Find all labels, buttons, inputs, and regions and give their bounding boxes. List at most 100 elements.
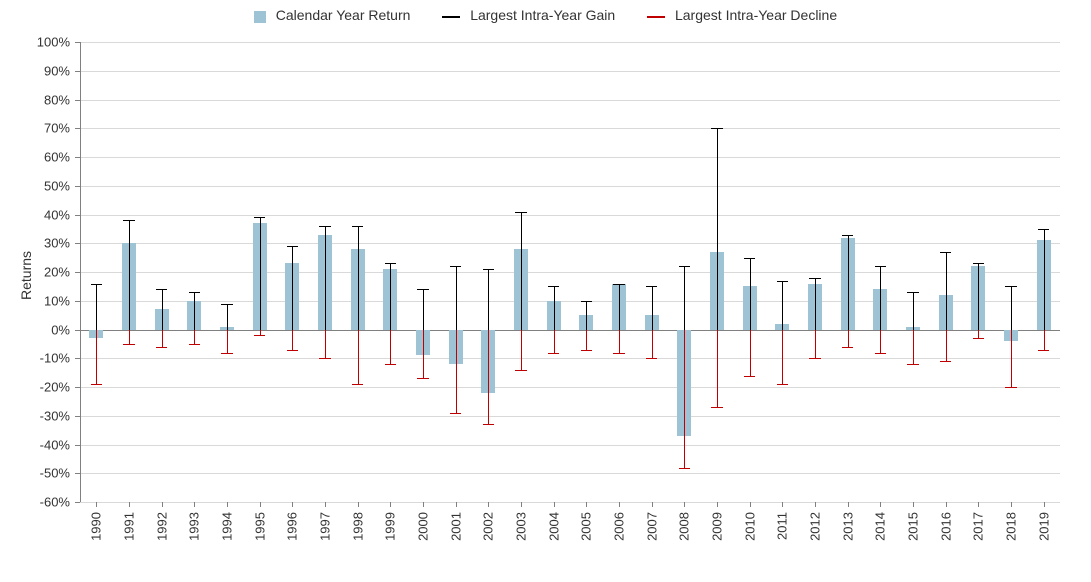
gridline (80, 128, 1060, 129)
x-tick-label: 2004 (546, 512, 561, 541)
gridline (80, 473, 1060, 474)
decline-cap (319, 358, 330, 359)
gain-cap (254, 217, 265, 218)
x-tick-label: 2007 (644, 512, 659, 541)
x-tick (717, 502, 718, 507)
decline-cap (254, 335, 265, 336)
x-tick (782, 502, 783, 507)
decline-cap (417, 378, 428, 379)
x-tick-label: 2008 (677, 512, 692, 541)
returns-chart: Calendar Year Return Largest Intra-Year … (0, 0, 1091, 582)
gain-stem (194, 292, 195, 329)
gain-cap (613, 284, 624, 285)
gain-stem (1011, 286, 1012, 329)
y-tick-label: -40% (25, 437, 70, 452)
x-tick (750, 502, 751, 507)
x-tick (390, 502, 391, 507)
gridline (80, 71, 1060, 72)
gain-cap (287, 246, 298, 247)
gridline (80, 416, 1060, 417)
x-tick (456, 502, 457, 507)
y-tick-label: 80% (25, 92, 70, 107)
x-tick (162, 502, 163, 507)
decline-stem (1044, 330, 1045, 350)
y-tick-label: -10% (25, 351, 70, 366)
x-tick (978, 502, 979, 507)
legend-item-gain: Largest Intra-Year Gain (442, 7, 615, 23)
decline-cap (711, 407, 722, 408)
decline-cap (450, 413, 461, 414)
gridline (80, 243, 1060, 244)
gridline (80, 100, 1060, 101)
decline-stem (815, 330, 816, 359)
x-tick-label: 1998 (350, 512, 365, 541)
x-tick (325, 502, 326, 507)
gain-stem (227, 304, 228, 330)
x-tick-label: 2013 (840, 512, 855, 541)
decline-stem (456, 330, 457, 413)
decline-stem (750, 330, 751, 376)
gain-cap (385, 263, 396, 264)
x-tick-label: 1995 (252, 512, 267, 541)
gain-stem (521, 212, 522, 330)
decline-cap (646, 358, 657, 359)
legend-item-bar: Calendar Year Return (254, 7, 411, 23)
gain-stem (456, 266, 457, 329)
decline-cap (1038, 350, 1049, 351)
legend-label-bar: Calendar Year Return (276, 7, 411, 23)
x-tick-label: 2009 (710, 512, 725, 541)
decline-stem (586, 330, 587, 350)
decline-stem (227, 330, 228, 353)
y-tick-label: 0% (25, 322, 70, 337)
gain-stem (554, 286, 555, 329)
decline-cap (940, 361, 951, 362)
y-tick-label: 70% (25, 121, 70, 136)
x-tick-label: 1992 (154, 512, 169, 541)
gain-cap (319, 226, 330, 227)
gain-cap (842, 235, 853, 236)
x-tick-label: 2016 (938, 512, 953, 541)
x-tick-label: 2018 (1004, 512, 1019, 541)
decline-stem (488, 330, 489, 425)
gain-stem (586, 301, 587, 330)
x-tick-label: 2001 (448, 512, 463, 541)
gridline (80, 387, 1060, 388)
gain-cap (973, 263, 984, 264)
gridline (80, 157, 1060, 158)
gain-cap (581, 301, 592, 302)
x-tick (684, 502, 685, 507)
decline-stem (652, 330, 653, 359)
gain-cap (679, 266, 690, 267)
gridline (80, 445, 1060, 446)
legend-item-decline: Largest Intra-Year Decline (647, 7, 837, 23)
gain-stem (750, 258, 751, 330)
decline-cap (156, 347, 167, 348)
decline-stem (325, 330, 326, 359)
x-tick (488, 502, 489, 507)
x-tick-label: 1994 (220, 512, 235, 541)
decline-stem (848, 330, 849, 347)
legend-label-decline: Largest Intra-Year Decline (675, 7, 837, 23)
gain-stem (1044, 229, 1045, 330)
x-tick-label: 2012 (808, 512, 823, 541)
decline-stem (1011, 330, 1012, 388)
legend-swatch-decline (647, 16, 665, 18)
gain-stem (815, 278, 816, 330)
gain-stem (848, 235, 849, 330)
decline-cap (809, 358, 820, 359)
y-axis-line (80, 42, 81, 502)
decline-cap (973, 338, 984, 339)
decline-cap (91, 384, 102, 385)
y-tick-label: 60% (25, 150, 70, 165)
x-tick-label: 1999 (383, 512, 398, 541)
decline-cap (581, 350, 592, 351)
gain-cap (417, 289, 428, 290)
gain-stem (260, 217, 261, 329)
gain-stem (423, 289, 424, 329)
y-tick-label: -30% (25, 408, 70, 423)
x-tick (880, 502, 881, 507)
decline-stem (423, 330, 424, 379)
decline-cap (744, 376, 755, 377)
gain-stem (488, 269, 489, 329)
legend-label-gain: Largest Intra-Year Gain (470, 7, 615, 23)
